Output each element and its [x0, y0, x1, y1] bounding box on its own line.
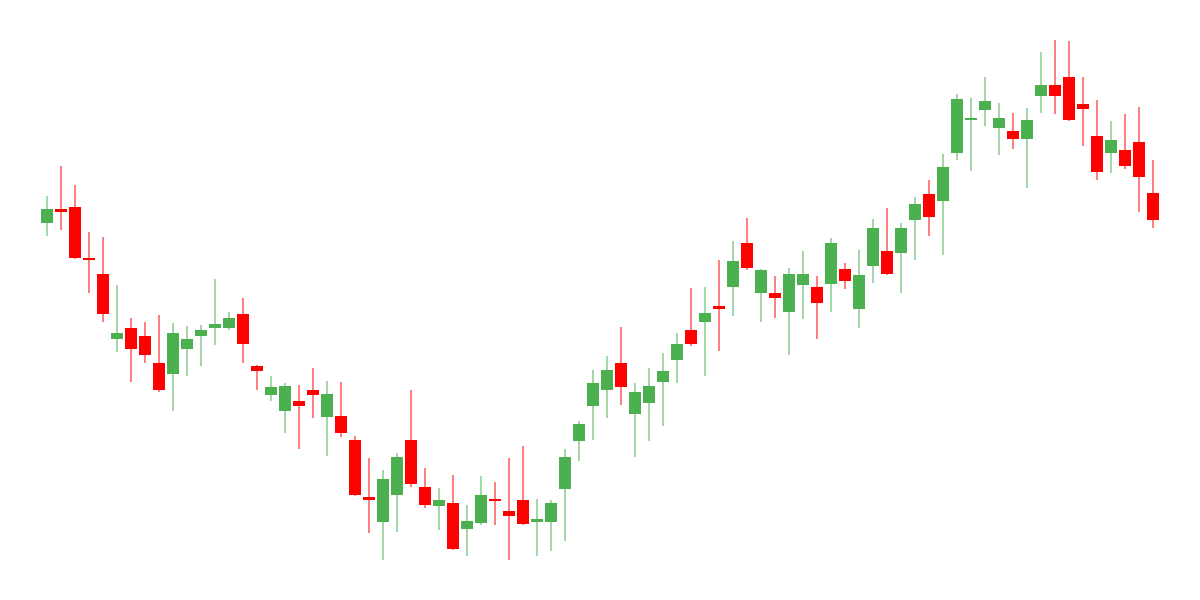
candle-body [83, 258, 95, 260]
candle-body [839, 269, 851, 281]
candle-body [755, 270, 767, 293]
candle-body [321, 394, 333, 417]
candle-body [1133, 142, 1145, 177]
candle-body [489, 499, 501, 501]
candle-body [615, 363, 627, 387]
candle-body [853, 275, 865, 309]
candle-body [573, 424, 585, 441]
candle-body [209, 324, 221, 328]
candle-body [125, 328, 137, 349]
candle-body [181, 339, 193, 349]
candle-body [867, 228, 879, 266]
candle-body [1077, 104, 1089, 109]
candle-body [1021, 120, 1033, 139]
candle-body [475, 495, 487, 523]
candle-body [41, 209, 53, 223]
candle-body [811, 287, 823, 303]
candle-body [657, 371, 669, 382]
candle-body [1091, 136, 1103, 172]
candle-body [1007, 131, 1019, 139]
candle-body [1105, 140, 1117, 153]
candle-body [139, 336, 151, 355]
candle-body [601, 370, 613, 390]
candle-body [797, 274, 809, 285]
candle-body [629, 392, 641, 414]
candle-body [391, 457, 403, 495]
candle-body [671, 344, 683, 360]
candle-body [97, 274, 109, 314]
candle-body [699, 313, 711, 322]
candle-body [1119, 150, 1131, 166]
candle-body [559, 457, 571, 489]
candle-body [727, 261, 739, 287]
candle-body [335, 416, 347, 433]
candle-body [153, 363, 165, 390]
candle-body [951, 99, 963, 153]
candle-body [237, 314, 249, 344]
candle-body [965, 118, 977, 120]
candle-body [433, 500, 445, 506]
candle-body [909, 204, 921, 220]
candle-body [461, 521, 473, 529]
candle-body [895, 228, 907, 253]
candle-body [69, 207, 81, 258]
candle-body [713, 306, 725, 309]
candle-body [937, 167, 949, 201]
candle-body [531, 519, 543, 522]
candle-body [111, 333, 123, 339]
candle-body [741, 243, 753, 268]
candle-body [685, 330, 697, 344]
candle-body [993, 118, 1005, 128]
candle-body [377, 479, 389, 522]
candle-body [405, 440, 417, 484]
candle-body [349, 440, 361, 495]
candle-body [517, 500, 529, 524]
candle-body [307, 390, 319, 395]
candle-body [167, 333, 179, 374]
candle-body [1049, 85, 1061, 96]
candle-body [293, 401, 305, 406]
candle-body [783, 274, 795, 312]
candle-body [979, 101, 991, 110]
candle-body [55, 209, 67, 212]
candle-body [503, 511, 515, 516]
candle-body [825, 243, 837, 284]
candle-body [1063, 77, 1075, 120]
candle-body [545, 503, 557, 522]
candle-body [223, 318, 235, 328]
candle-body [1147, 193, 1159, 220]
candle-body [587, 383, 599, 406]
candle-body [265, 387, 277, 395]
candle-body [881, 251, 893, 274]
candle-body [1035, 85, 1047, 96]
candle-body [251, 366, 263, 371]
candle-body [643, 386, 655, 403]
candle-body [279, 386, 291, 411]
candle-body [195, 330, 207, 336]
candle-body [447, 503, 459, 549]
candle-body [363, 497, 375, 500]
candle-body [769, 293, 781, 298]
candle-body [923, 194, 935, 217]
candle-body [419, 487, 431, 505]
